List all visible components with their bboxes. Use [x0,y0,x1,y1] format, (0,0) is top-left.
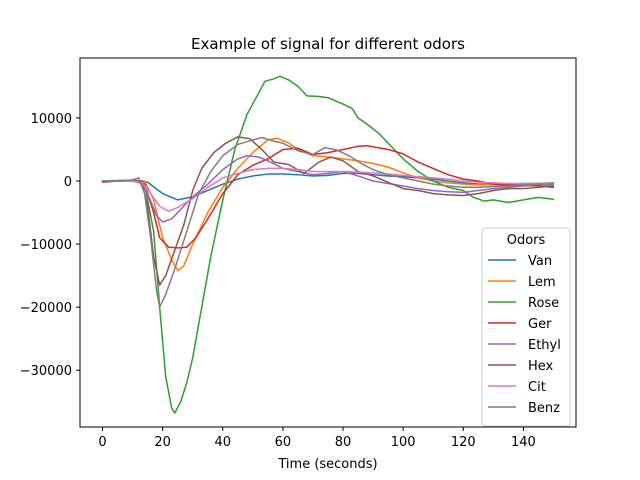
x-tick-label: 120 [451,435,476,450]
x-tick-label: 100 [391,435,416,450]
y-tick-label: 0 [64,175,72,190]
x-axis-label: Time (seconds) [277,457,377,472]
series-line-ger [101,144,555,249]
chart-title: Example of signal for different odors [191,35,465,53]
legend-title: Odors [507,233,546,248]
series-line-rose [101,75,555,414]
x-tick-label: 140 [511,435,536,450]
series-lines [101,75,555,414]
series-line-benz [101,136,555,308]
legend-label-rose: Rose [528,296,559,311]
series-line-ethyl [101,155,555,223]
legend-label-ethyl: Ethyl [528,338,561,353]
y-tick-label: 10000 [31,112,72,127]
legend-box [481,227,571,427]
legend-label-benz: Benz [528,401,560,416]
legend-label-van: Van [528,254,552,269]
legend-label-cit: Cit [528,380,546,395]
x-tick-label: 40 [215,435,232,450]
series-line-cit [101,167,555,213]
x-axis: 0 20 40 60 80 100 120 140 [98,427,536,450]
legend-label-ger: Ger [528,317,552,332]
y-tick-label: −20000 [20,301,72,316]
x-tick-label: 20 [154,435,171,450]
y-axis: −30000 −20000 −10000 0 10000 [20,112,80,379]
y-tick-label: −30000 [20,364,72,379]
x-tick-label: 80 [335,435,352,450]
y-tick-label: −10000 [20,238,72,253]
legend-label-hex: Hex [528,359,554,374]
x-tick-label: 0 [98,435,106,450]
x-tick-label: 60 [275,435,292,450]
series-line-hex [101,136,555,286]
legend: Odors Van Lem Rose Ger Ethyl Hex Cit Benz [481,227,571,427]
legend-label-lem: Lem [528,275,556,290]
series-line-lem [101,137,555,272]
plot-frame [79,57,577,428]
